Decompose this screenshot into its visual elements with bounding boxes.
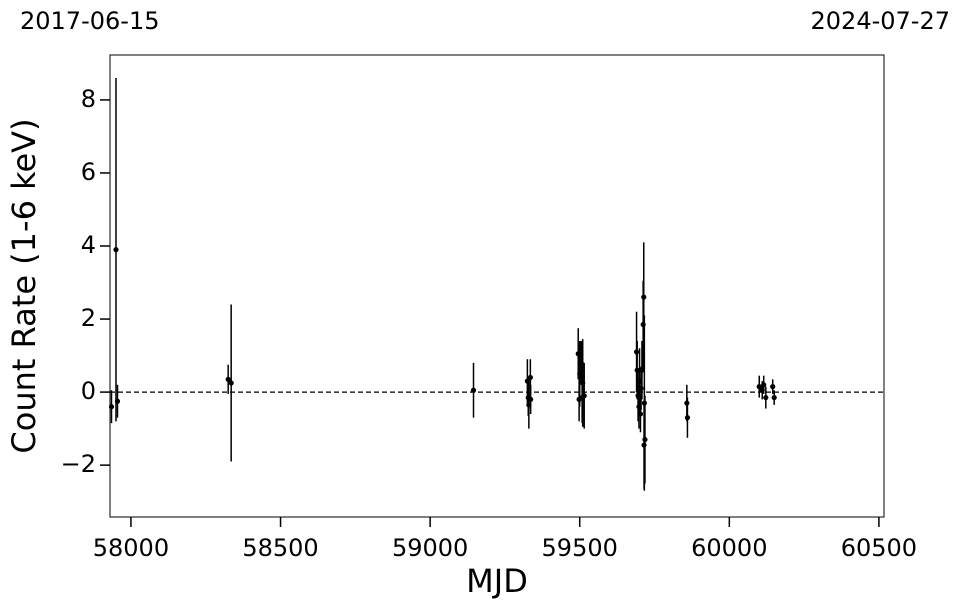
data-point: [114, 398, 121, 404]
data-point: [528, 396, 534, 402]
y-tick-label: −2: [61, 450, 96, 478]
y-tick-label: 2: [81, 304, 96, 332]
y-tick-label: 6: [81, 158, 96, 186]
data-point: [756, 384, 762, 390]
data-point: [642, 436, 648, 443]
x-tick-label: 60500: [841, 534, 917, 562]
x-tick-label: 60000: [691, 534, 767, 562]
data-point: [228, 380, 234, 386]
data-point: [113, 247, 119, 253]
x-tick-label: 59500: [542, 534, 618, 562]
data-point: [761, 382, 767, 388]
y-tick-label: 4: [81, 231, 96, 259]
x-tick-label: 58000: [93, 534, 169, 562]
end-date: 2024-07-27: [811, 7, 950, 35]
data-point: [641, 442, 647, 448]
data-point: [108, 404, 115, 410]
x-tick-label: 59000: [392, 534, 468, 562]
data-point: [641, 294, 647, 300]
data-point: [770, 384, 776, 390]
data-point: [527, 374, 533, 381]
data-point: [638, 385, 644, 392]
y-axis-label: Count Rate (1-6 keV): [5, 118, 43, 453]
plot-frame: [109, 54, 885, 518]
data-point: [470, 387, 477, 393]
data-point: [771, 394, 777, 401]
data-point: [763, 394, 769, 401]
data-point: [639, 367, 645, 373]
data-point: [637, 411, 644, 417]
data-point: [225, 376, 231, 382]
y-tick-label: 0: [81, 377, 96, 405]
x-tick-label: 58500: [242, 534, 318, 562]
x-axis-label: MJD: [466, 562, 528, 600]
start-date: 2017-06-15: [20, 7, 159, 35]
y-tick-label: 8: [81, 85, 96, 113]
data-point: [581, 393, 587, 399]
data-point: [684, 415, 691, 421]
